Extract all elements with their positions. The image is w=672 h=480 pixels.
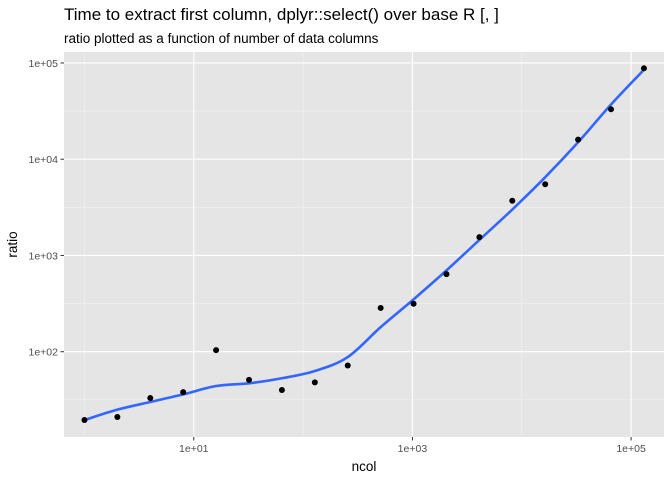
y-tick-label: 1e+03 — [29, 250, 59, 262]
data-point-8 — [311, 379, 318, 386]
data-point-3 — [147, 395, 154, 402]
data-point-4 — [180, 389, 187, 396]
y-tick-label: 1e+05 — [29, 58, 59, 70]
y-tick-label: 1e+02 — [29, 347, 59, 359]
data-point-7 — [278, 387, 285, 394]
data-point-12 — [443, 271, 450, 278]
chart-title: Time to extract first column, dplyr::sel… — [64, 5, 499, 24]
x-tick-label: 1e+05 — [616, 443, 646, 455]
x-axis-ticks: 1e+01 1e+03 1e+05 — [179, 437, 646, 455]
y-axis-ticks: 1e+02 1e+03 1e+04 1e+05 — [29, 58, 64, 359]
data-point-14 — [509, 197, 516, 204]
y-axis-title: ratio — [5, 231, 20, 257]
x-tick-label: 1e+03 — [398, 443, 428, 455]
data-point-5 — [213, 347, 220, 354]
data-point-1 — [81, 417, 88, 424]
data-points — [81, 65, 647, 424]
data-point-16 — [575, 136, 582, 143]
data-point-13 — [476, 234, 483, 241]
data-point-17 — [608, 106, 615, 113]
data-point-11 — [410, 300, 417, 307]
data-point-10 — [377, 304, 384, 311]
smooth-trend-line — [83, 68, 646, 422]
y-tick-label: 1e+04 — [29, 154, 59, 166]
data-point-9 — [344, 362, 351, 369]
data-point-18 — [640, 65, 647, 72]
plot-panel — [64, 52, 664, 437]
chart-subtitle: ratio plotted as a function of number of… — [64, 31, 379, 46]
data-point-2 — [114, 413, 121, 420]
data-point-6 — [246, 376, 253, 383]
x-axis-title: ncol — [352, 459, 377, 474]
x-tick-label: 1e+01 — [179, 443, 209, 455]
data-point-15 — [542, 181, 549, 188]
